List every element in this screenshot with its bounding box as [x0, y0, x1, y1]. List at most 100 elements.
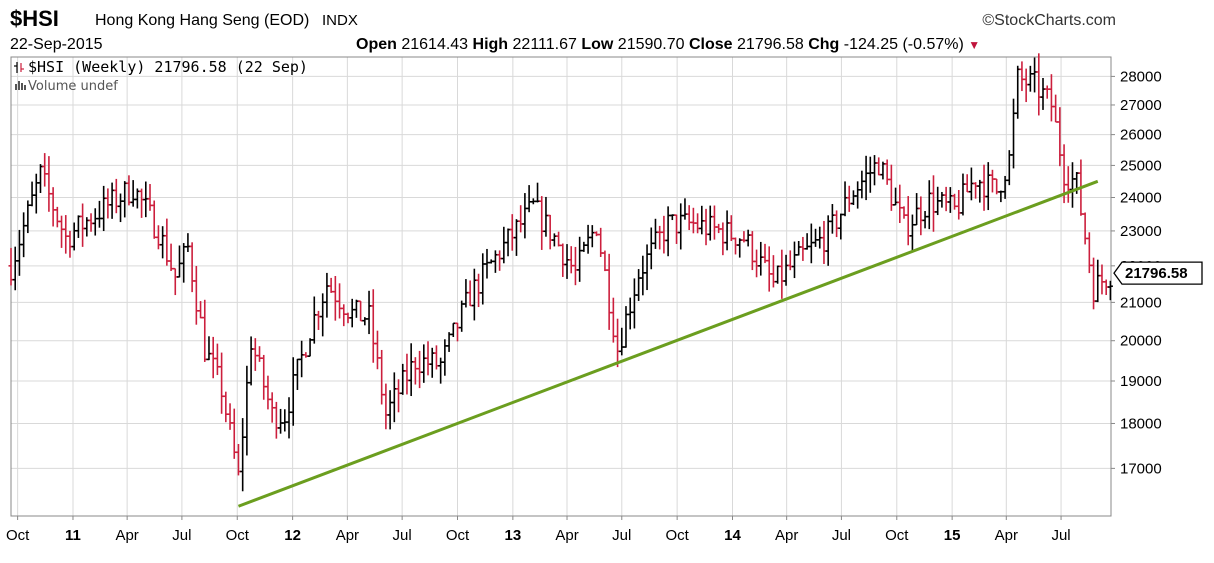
ohlc-bar: [1107, 280, 1113, 301]
ohlc-bar: [219, 352, 225, 414]
ohlc-bar: [808, 223, 814, 264]
ohlc-bar: [960, 173, 966, 216]
ohlc-bar: [619, 327, 625, 356]
ohlc-bar: [1086, 232, 1092, 274]
ohlc-bar: [417, 350, 423, 389]
ohlc-bar: [299, 340, 305, 378]
ohlc-bar: [46, 156, 52, 212]
ohlc-bar: [779, 249, 785, 299]
ohlc-bar: [943, 186, 949, 212]
ohlc-bar: [509, 214, 515, 251]
ohlc-bar: [564, 244, 570, 279]
ohlc-bar: [770, 255, 776, 288]
ohlc-bar: [459, 300, 465, 332]
ohlc-bar: [139, 188, 145, 218]
ohlc-bar: [151, 200, 157, 239]
ohlc-bar: [918, 196, 924, 236]
ohlc-bar: [720, 222, 726, 256]
ohlc-bar: [484, 248, 490, 279]
ohlc-bar: [838, 213, 844, 240]
ohlc-bar: [92, 208, 98, 236]
ohlc-bar: [164, 218, 170, 266]
x-tick-label: Jul: [832, 527, 851, 544]
x-tick-label: 11: [65, 527, 81, 544]
ohlc-bar: [733, 237, 739, 255]
y-tick-label: 27000: [1120, 97, 1162, 114]
x-tick-label: Oct: [885, 527, 909, 544]
ohlc-bar: [408, 343, 414, 397]
ohlc-bar: [821, 220, 827, 264]
ohlc-bar: [652, 218, 658, 249]
x-axis: Oct 11 Apr Jul Oct 12 Apr Jul Oct 13 Apr Jul Oct 14 Ap…: [6, 516, 1071, 544]
ohlc-bar: [640, 255, 646, 296]
ohlc-bar: [1044, 85, 1050, 99]
ohlc-bar: [257, 346, 263, 362]
ohlc-bar: [1048, 74, 1054, 122]
x-tick-label: 12: [284, 527, 301, 544]
x-tick-label: Jul: [172, 527, 191, 544]
ohlc-bar: [227, 403, 233, 430]
ohlc-bar: [930, 175, 936, 232]
high-value: 22111.67: [512, 36, 577, 53]
y-tick-label: 20000: [1120, 333, 1162, 350]
open-label: Open: [356, 36, 397, 53]
ohlc-bar: [737, 238, 743, 258]
ohlc-bar: [901, 206, 907, 219]
ohlc-bar: [96, 200, 102, 228]
ohlc-bar: [210, 336, 216, 379]
ohlc-bar: [113, 178, 119, 214]
ohlc-bar: [189, 242, 195, 293]
ohlc-bar: [855, 181, 861, 209]
ohlc-bar: [964, 174, 970, 193]
stockcharts-credit[interactable]: ©StockCharts.com: [982, 12, 1116, 29]
ohlc-bar: [909, 214, 915, 253]
ohlc-bar: [71, 222, 77, 251]
ohlc-bar: [648, 227, 654, 270]
ohlc-bar: [273, 401, 279, 439]
ohlc-bar: [623, 306, 629, 348]
candle-icon: [14, 62, 24, 73]
ohlc-bar: [42, 153, 48, 187]
ohlc-bar: [834, 210, 840, 238]
open-value: 21614.43: [401, 36, 469, 53]
ohlc-bar: [775, 265, 781, 284]
x-tick-label: 15: [944, 527, 961, 544]
ohlc-bar: [176, 245, 182, 278]
x-tick-label: Oct: [665, 527, 689, 544]
y-tick-label: 28000: [1120, 68, 1162, 85]
ohlc-bar: [240, 418, 246, 492]
ohlc-bar: [556, 231, 562, 247]
ohlc-bar: [686, 205, 692, 231]
ohlc-bar: [547, 214, 553, 250]
ohlc-bar: [518, 205, 524, 233]
ohlc-bar: [859, 170, 865, 199]
symbol: $HSI: [10, 6, 59, 31]
ohlc-bar: [505, 228, 511, 257]
ohlc-bar: [728, 215, 734, 242]
y-tick-label: 18000: [1120, 415, 1162, 432]
ohlc-bar: [783, 254, 789, 286]
ohlc-bar: [922, 211, 928, 229]
x-tick-label: 13: [505, 527, 522, 544]
x-tick-label: Oct: [6, 527, 30, 544]
close-label: Close: [688, 36, 733, 53]
ohlc-bar: [745, 229, 751, 247]
x-tick-label: Apr: [555, 527, 578, 544]
ohlc-bar: [324, 272, 330, 318]
ohlc-bar: [63, 215, 69, 254]
ohlc-bar: [370, 289, 376, 363]
ohlc-bar: [492, 250, 498, 273]
ohlc-bar: [480, 253, 486, 305]
ohlc-bar: [315, 310, 321, 330]
ohlc-bar: [884, 159, 890, 185]
ohlc-bar: [644, 244, 650, 291]
ohlc-bar: [981, 164, 987, 211]
ohlc-bar: [421, 344, 427, 383]
ohlc-bars: [8, 53, 1113, 492]
last-value-tag: 21796.58: [1113, 261, 1203, 285]
low-label: Low: [581, 36, 614, 53]
x-tick-label: Apr: [336, 527, 359, 544]
ohlc-bar: [337, 283, 343, 319]
ohlc-bar: [905, 196, 911, 246]
